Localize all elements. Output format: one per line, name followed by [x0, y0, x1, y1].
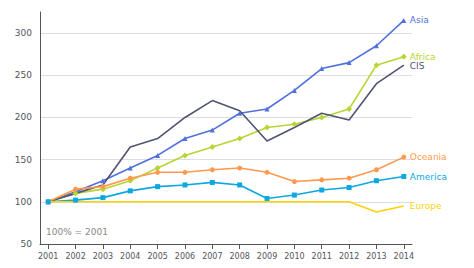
svg-text:CIS: CIS [410, 61, 425, 71]
svg-text:150: 150 [15, 155, 32, 165]
svg-text:2012: 2012 [339, 252, 359, 261]
svg-text:2004: 2004 [120, 252, 140, 261]
svg-text:100: 100 [15, 197, 32, 207]
svg-text:Europe: Europe [410, 201, 442, 211]
svg-text:2013: 2013 [366, 252, 386, 261]
svg-text:250: 250 [15, 70, 32, 80]
svg-text:Oceania: Oceania [410, 152, 447, 162]
svg-text:2008: 2008 [229, 252, 249, 261]
svg-text:America: America [410, 172, 447, 182]
svg-text:2009: 2009 [257, 252, 277, 261]
svg-text:50: 50 [21, 239, 33, 249]
svg-text:2011: 2011 [312, 252, 332, 261]
svg-text:2005: 2005 [147, 252, 167, 261]
svg-text:100% = 2001: 100% = 2001 [46, 227, 108, 237]
svg-text:2006: 2006 [175, 252, 195, 261]
svg-text:2001: 2001 [38, 252, 58, 261]
svg-text:Africa: Africa [410, 52, 436, 62]
svg-text:300: 300 [15, 28, 32, 38]
svg-text:Asia: Asia [410, 15, 429, 25]
svg-text:2014: 2014 [394, 252, 414, 261]
svg-text:200: 200 [15, 112, 32, 122]
svg-text:2003: 2003 [93, 252, 113, 261]
svg-text:2010: 2010 [284, 252, 304, 261]
svg-text:2007: 2007 [202, 252, 222, 261]
svg-text:2002: 2002 [65, 252, 85, 261]
